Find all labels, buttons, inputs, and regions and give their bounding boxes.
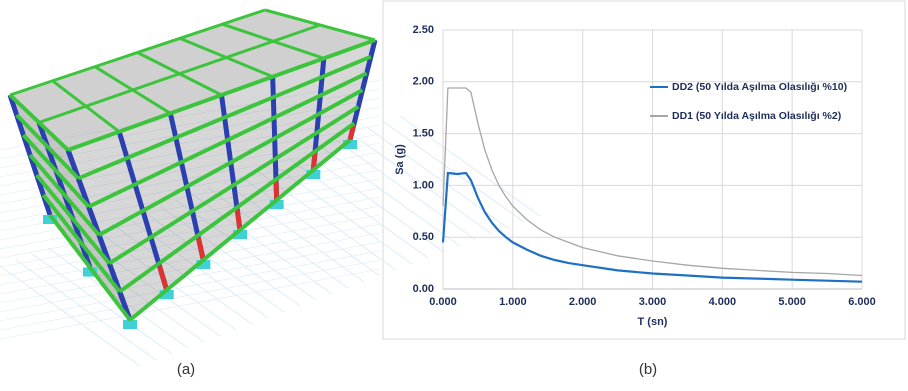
y-tick-label: 0.50	[413, 231, 434, 243]
column-base	[237, 210, 240, 230]
building-render	[0, 10, 540, 366]
chart: 0.00 0.50 1.00 1.50 2.00 2.50 0.000 1.000 2.000 3…	[394, 24, 876, 328]
legend-label: DD1 (50 Yılda Aşılma Olasılığı %2)	[672, 110, 841, 122]
x-tick-label: 4.000	[709, 296, 737, 308]
x-tick-label: 0.000	[429, 296, 457, 308]
y-tick-label: 2.00	[413, 76, 434, 88]
x-axis-title: T (sn)	[638, 316, 668, 328]
y-axis-title: Sa (g)	[394, 144, 406, 175]
footing	[123, 320, 137, 329]
x-tick-label: 3.000	[639, 296, 667, 308]
y-tick-label: 2.50	[413, 24, 434, 36]
y-tick-label: 1.50	[413, 128, 434, 140]
y-tick-label: 0.00	[413, 283, 434, 295]
y-tick-label: 1.00	[413, 179, 434, 191]
x-tick-label: 5.000	[778, 296, 806, 308]
figure: 0.00 0.50 1.00 1.50 2.00 2.50 0.000 1.000 2.000 3…	[0, 0, 908, 386]
x-tick-label: 1.000	[499, 296, 527, 308]
x-tick-label: 6.000	[848, 296, 876, 308]
column-base	[276, 182, 277, 201]
caption: (a)	[177, 361, 195, 378]
chart-border	[383, 1, 905, 339]
x-tick-label: 2.000	[569, 296, 597, 308]
caption: (b)	[639, 361, 657, 378]
legend-label: DD2 (50 Yılda Aşılma Olasılığı %10)	[672, 81, 847, 93]
